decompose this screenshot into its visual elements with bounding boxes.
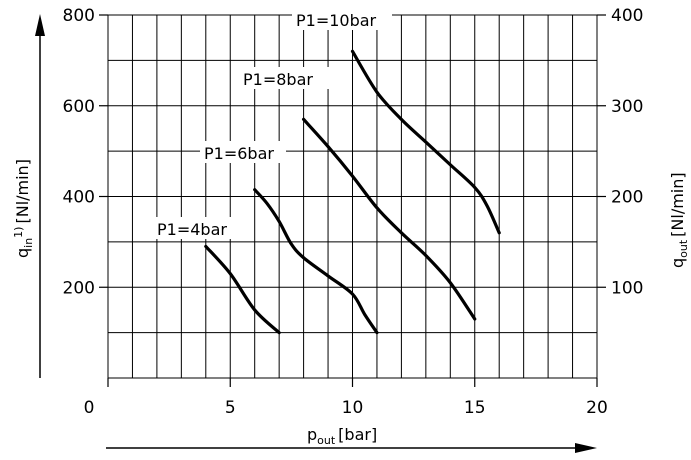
y-right-tick-label: 100 xyxy=(611,278,643,298)
x-axis-title-unit: [bar] xyxy=(338,425,377,444)
series-curves: P1=4bar P1=6bar P1=8bar P1=10bar xyxy=(153,8,501,335)
series-label: P1=4bar xyxy=(157,220,227,239)
y-left-axis-title-unit: [Nl/min] xyxy=(13,159,32,223)
series-label-background xyxy=(200,141,286,163)
x-tick-label: 15 xyxy=(464,398,486,418)
y-right-tick-label: 200 xyxy=(611,188,643,208)
series-label-background xyxy=(292,8,392,30)
x-tick-label: 20 xyxy=(586,398,608,418)
y-right-axis-title-main: q xyxy=(668,258,687,268)
x-tick-label: 0 xyxy=(84,398,95,418)
x-tick-label: 5 xyxy=(225,398,236,418)
y-left-axis-title-sup: 1) xyxy=(12,227,25,238)
x-axis-title: pout [bar] xyxy=(307,425,377,447)
y-right-tick-label: 400 xyxy=(611,6,643,26)
series-curve xyxy=(302,117,477,321)
series-curve xyxy=(204,244,281,335)
series-label: P1=8bar xyxy=(243,70,313,89)
x-tick-label: 10 xyxy=(342,398,364,418)
x-axis-title-main: p xyxy=(307,425,317,444)
series-curve xyxy=(350,49,501,235)
y-left-axis-title-sub: in xyxy=(22,238,35,248)
series-label-background xyxy=(153,217,239,239)
x-axis-title-sub: out xyxy=(317,434,336,447)
series-label-background xyxy=(239,67,333,89)
y-left-tick-label: 400 xyxy=(63,188,95,208)
y-left-axis-title-main: q xyxy=(13,248,32,258)
axes: 0 5 10 15 20 200 400 600 800 100 200 300 400 xyxy=(35,6,643,453)
y-left-axis-title: qin1) [Nl/min] xyxy=(12,159,35,258)
series-label: P1=6bar xyxy=(204,144,274,163)
y-right-tick-label: 300 xyxy=(611,97,643,117)
y-right-axis-title-unit: [Nl/min] xyxy=(668,172,687,236)
series-label: P1=10bar xyxy=(296,11,377,30)
y-left-tick-label: 600 xyxy=(63,97,95,117)
grid xyxy=(107,14,598,379)
x-arrow-head xyxy=(575,443,597,453)
series-curve xyxy=(253,188,379,335)
y-right-axis-title: qout [Nl/min] xyxy=(668,172,690,268)
y-left-tick-label: 200 xyxy=(63,278,95,298)
y-left-arrow-head xyxy=(35,14,45,36)
y-left-tick-label: 800 xyxy=(63,6,95,26)
y-right-axis-title-sub: out xyxy=(677,239,690,258)
